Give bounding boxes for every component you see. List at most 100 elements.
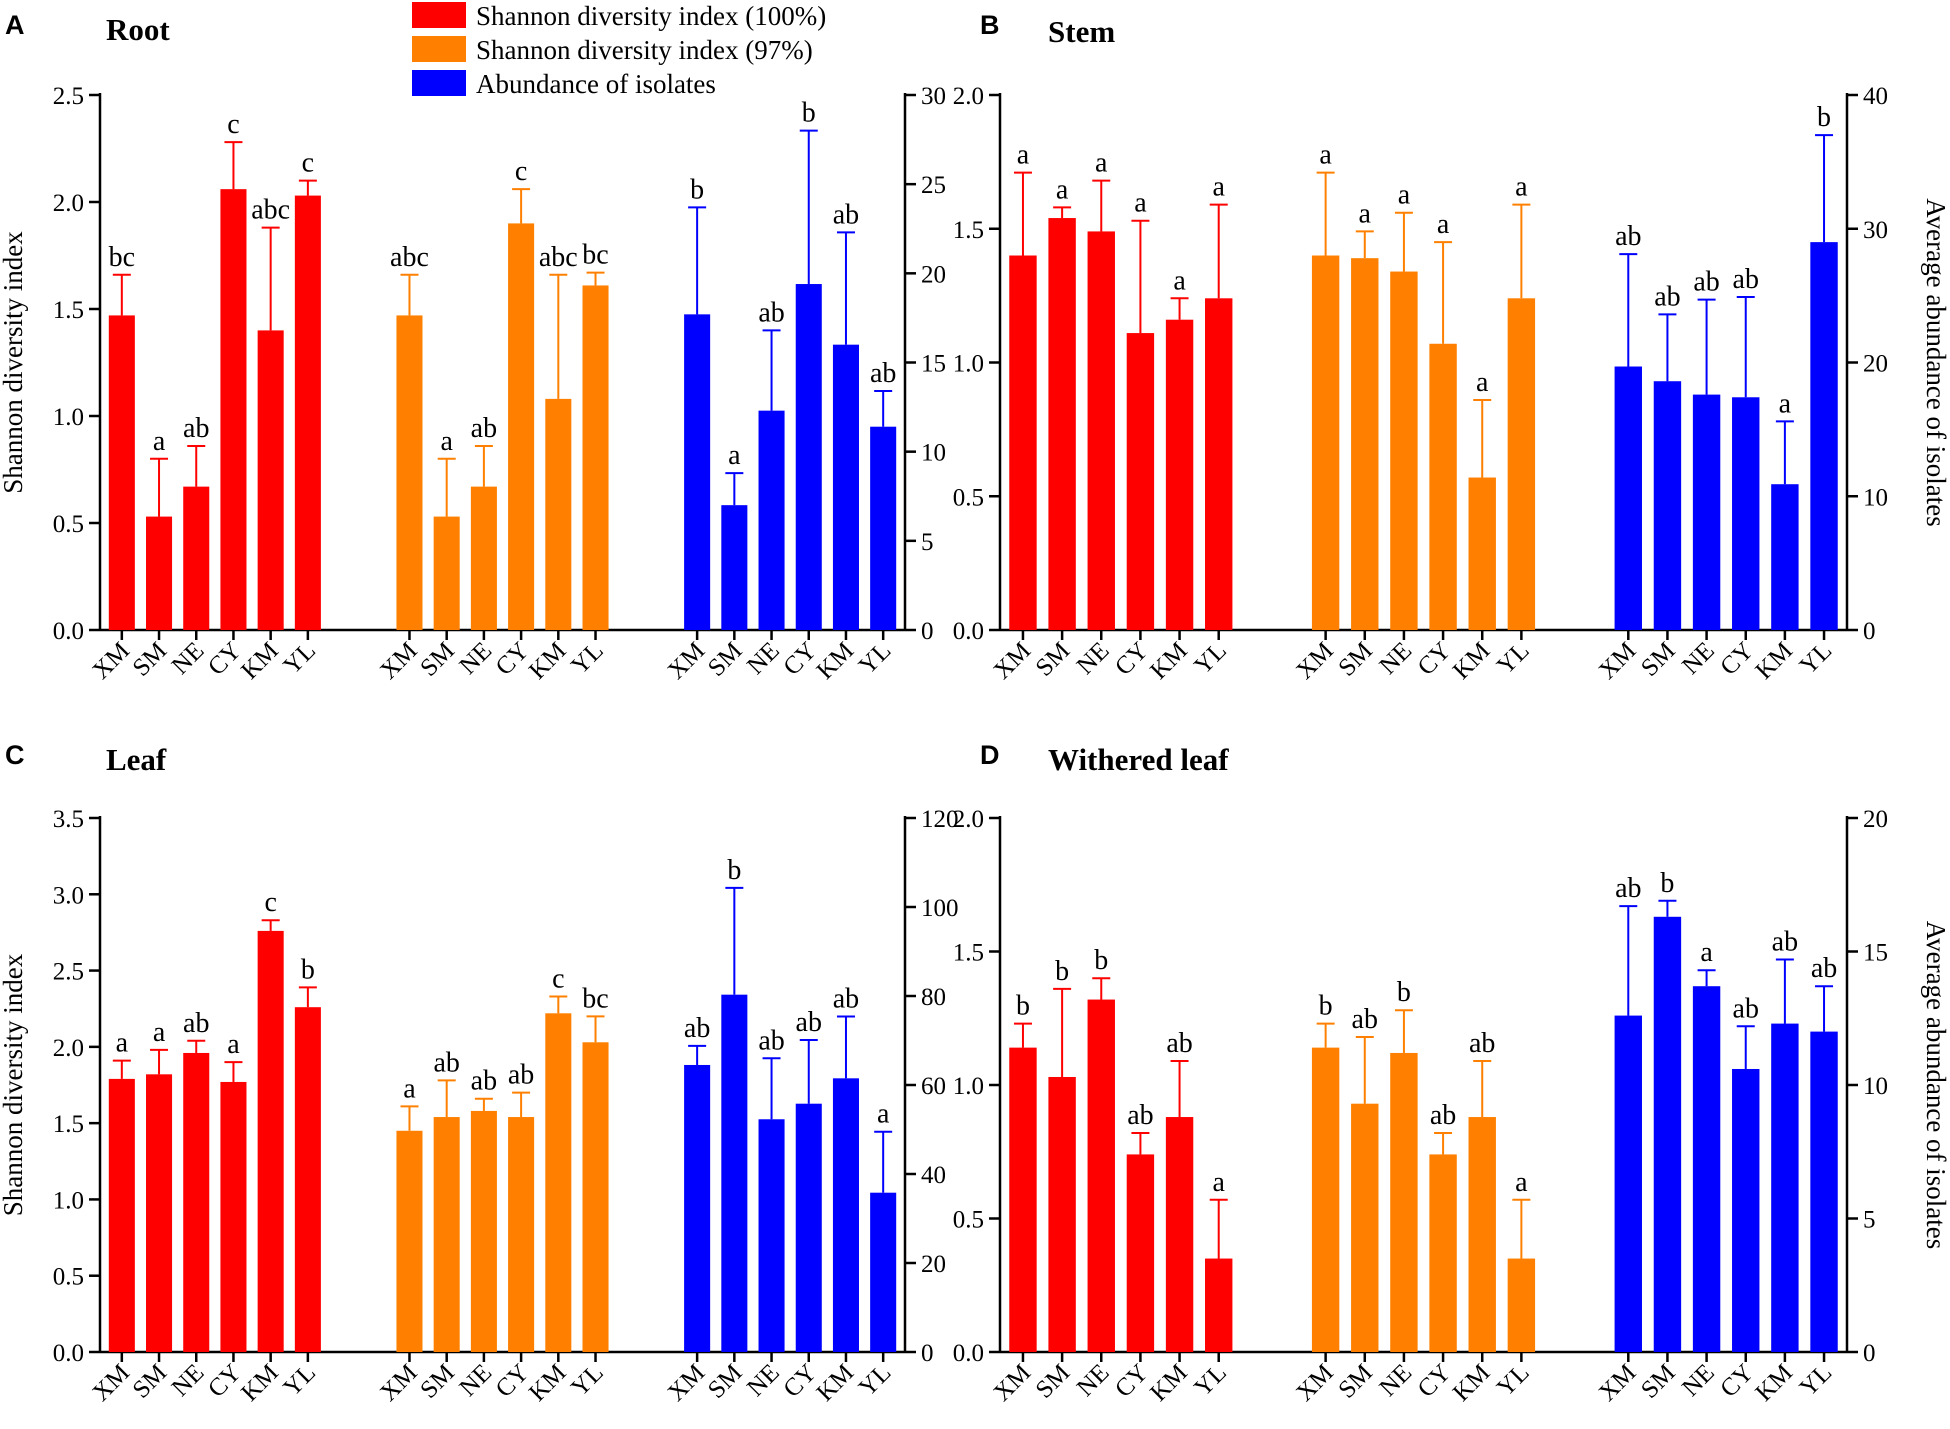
right-tick-label: 0 [1863,1340,1876,1367]
right-tick-label: 5 [921,529,934,556]
bar [1429,343,1457,630]
significance-label: ab [1772,927,1798,958]
x-tick-label: KM [1448,1359,1496,1407]
x-tick-label: XM [663,637,711,685]
bar [1009,255,1037,630]
panel-d: D Withered leaf 0.0 0.5 1.0 1.5 2.0 0 5 10 15 20 Ave… [953,740,1950,1407]
significance-label: a [1095,148,1108,179]
legend-label-abundance: Abundance of isolates [476,69,716,99]
bar [582,1042,609,1352]
bar [433,1117,460,1352]
bar [1771,484,1799,630]
right-tick-label: 15 [921,351,946,378]
bar [832,344,859,630]
panel-title: Leaf [106,742,167,777]
x-tick-label: XM [375,1359,423,1407]
right-tick-label: 60 [921,1073,946,1100]
bar [1468,477,1496,630]
x-tick-label: KM [1145,637,1193,685]
bar [1507,298,1536,630]
significance-label: a [1359,198,1372,229]
x-tick-label: NE [454,1359,497,1402]
bar [721,994,748,1352]
legend-label-97: Shannon diversity index (97%) [476,35,813,65]
left-tick-label: 1.0 [953,351,984,378]
bar [508,223,535,630]
significance-label: a [1779,388,1792,419]
significance-label: ab [471,413,497,444]
left-tick-label: 0.5 [953,484,984,511]
x-tick-label: CY [1413,637,1457,681]
significance-label: a [1173,265,1186,296]
significance-label: a [1437,209,1450,240]
bar [257,330,284,630]
left-tick-label: 0.5 [53,1264,84,1291]
x-tick-label: NE [1677,1359,1720,1402]
x-tick-label: SM [415,1359,460,1404]
x-tick-label: KM [524,637,572,685]
significance-label: ab [1127,1100,1153,1131]
legend-swatch-abundance [412,70,466,96]
right-tick-label: 10 [1863,1073,1888,1100]
bar [146,1074,173,1352]
significance-label: ab [1733,993,1759,1024]
x-tick-label: KM [812,637,860,685]
x-tick-label: SM [415,637,460,682]
right-tick-label: 20 [921,1251,946,1278]
x-tick-label: SM [703,1359,748,1404]
x-tick-label: SM [703,637,748,682]
significance-label: ab [758,1025,784,1056]
significance-label: ab [471,1066,497,1097]
significance-label: a [227,1029,240,1060]
right-tick-label: 100 [921,895,959,922]
significance-label: a [1212,172,1225,203]
bar [108,1078,135,1352]
bar [220,1081,247,1352]
x-tick-label: CY [1110,1359,1154,1403]
right-tick-label: 0 [921,1340,934,1367]
x-tick-label: KM [236,1359,284,1407]
x-tick-label: NE [167,637,210,680]
significance-label: b [690,174,704,205]
significance-label: ab [1615,873,1641,904]
x-tick-label: XM [87,1359,135,1407]
x-tick-label: KM [1145,1359,1193,1407]
x-tick-label: XM [1291,637,1339,685]
x-tick-label: KM [1751,1359,1799,1407]
right-tick-label: 20 [1863,351,1888,378]
x-tick-label: CY [1110,637,1154,681]
x-tick-label: CY [778,1359,822,1403]
left-tick-label: 2.0 [953,83,984,110]
significance-label: ab [1654,281,1680,312]
bar [1507,1258,1536,1352]
bar [1087,231,1115,631]
bar [1771,1023,1799,1352]
panel-letter: D [980,740,1000,770]
x-tick-label: KM [236,637,284,685]
legend-label-100: Shannon diversity index (100%) [476,1,826,31]
panel-c: C Leaf 0.0 0.5 1.0 1.5 2.0 2.5 3.0 3.5 0 20 40 60 80 10… [0,740,959,1407]
left-tick-label: 1.5 [953,217,984,244]
significance-label: a [1319,140,1332,171]
bar [183,486,210,630]
x-tick-label: NE [1072,1359,1115,1402]
significance-label: ab [684,1013,710,1044]
x-tick-label: XM [1594,637,1642,685]
significance-label: a [1700,937,1713,968]
bar [396,315,423,630]
left-tick-label: 1.5 [53,297,84,324]
x-tick-label: CY [203,1359,247,1403]
significance-label: b [301,954,315,985]
left-tick-label: 0.5 [953,1207,984,1234]
significance-label: a [1476,367,1489,398]
y2-axis-title: Average abundance of isolates [1921,198,1950,527]
x-tick-label: YL [1492,637,1535,680]
right-tick-label: 40 [921,1162,946,1189]
x-tick-label: KM [1448,637,1496,685]
bar [294,195,321,630]
significance-label: abc [539,242,578,273]
bar [1351,1103,1379,1352]
significance-label: ab [1733,264,1759,295]
x-tick-label: XM [1291,1359,1339,1407]
significance-label: b [1016,991,1030,1022]
